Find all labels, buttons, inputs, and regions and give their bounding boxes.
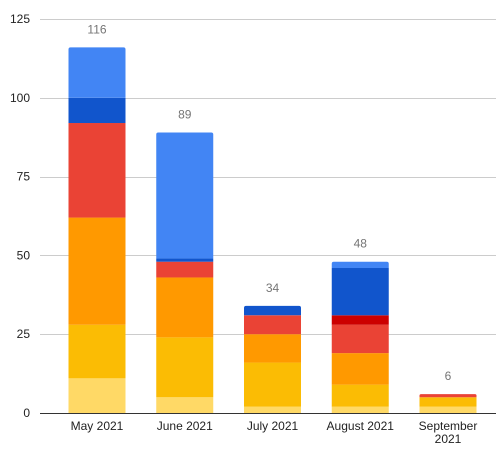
bar-segment xyxy=(69,123,126,218)
bar-segment xyxy=(156,132,213,258)
y-tick-label: 0 xyxy=(23,406,30,420)
bar-segment xyxy=(156,259,213,262)
bar-segment xyxy=(332,385,389,407)
y-tick-label: 50 xyxy=(17,248,31,262)
x-category-label: June 2021 xyxy=(157,419,213,433)
bar-segment xyxy=(156,277,213,337)
bar-segment xyxy=(69,47,126,97)
bar-segment xyxy=(332,407,389,413)
x-category-label: September2021 xyxy=(419,419,478,446)
bar-segment xyxy=(244,315,301,334)
bar-segment xyxy=(244,407,301,413)
x-category-label-line: August 2021 xyxy=(327,419,395,433)
y-tick-label: 100 xyxy=(10,91,30,105)
bar-segment xyxy=(69,218,126,325)
bar-segment xyxy=(332,315,389,324)
x-category-label: May 2021 xyxy=(71,419,124,433)
bar-segment xyxy=(332,262,389,268)
bar-segment xyxy=(69,98,126,123)
bar-segment xyxy=(420,394,477,397)
bar-total-label: 34 xyxy=(266,281,280,295)
bar-total-label: 116 xyxy=(87,22,106,36)
bar-total-label: 6 xyxy=(445,369,452,383)
bar-segment xyxy=(69,378,126,413)
bar-segment xyxy=(332,268,389,315)
bar-segment xyxy=(69,325,126,379)
x-category-label: July 2021 xyxy=(247,419,299,433)
bar-segment xyxy=(420,397,477,406)
y-tick-label: 125 xyxy=(10,12,30,26)
bar-segment xyxy=(420,407,477,413)
bars xyxy=(69,47,477,413)
x-category-label-line: 2021 xyxy=(435,432,462,446)
x-category-label-line: May 2021 xyxy=(71,419,124,433)
bar-segment xyxy=(244,306,301,315)
x-category-label-line: September xyxy=(419,419,478,433)
bar-segment xyxy=(244,334,301,362)
bar-total-label: 48 xyxy=(354,237,368,251)
bar-segment xyxy=(332,353,389,385)
bar-segment xyxy=(156,397,213,413)
x-category-label-line: July 2021 xyxy=(247,419,299,433)
x-category-label-line: June 2021 xyxy=(157,419,213,433)
bar-segment xyxy=(332,325,389,353)
x-category-label: August 2021 xyxy=(327,419,395,433)
bar-segment xyxy=(156,337,213,397)
y-tick-label: 25 xyxy=(17,327,31,341)
bar-segment xyxy=(244,363,301,407)
bar-total-label: 89 xyxy=(178,107,192,121)
y-tick-label: 75 xyxy=(17,170,31,184)
bar-segment xyxy=(156,262,213,278)
